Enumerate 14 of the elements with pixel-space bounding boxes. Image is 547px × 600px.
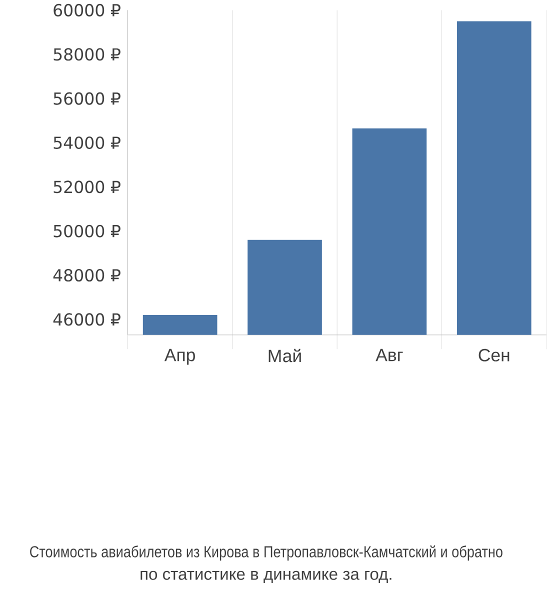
x-tick-label: Май (268, 348, 302, 362)
x-tick-label: Апр (164, 348, 196, 365)
text: Стоимость авиабилетов из Кирова в Петропавловск-Камчатский и обратно (30, 545, 503, 561)
y-tick-label: 48000 ₽ (53, 269, 121, 282)
y-tick-label: 58000 ₽ (54, 48, 121, 61)
y-tick-label: 54000 ₽ (54, 136, 121, 150)
y-tick-label: 60000 ₽ (54, 4, 121, 16)
y-tick-label: 56000 ₽ (54, 92, 121, 105)
y-tick-label: 50000 ₽ (54, 224, 121, 238)
y-tick-label: 46000 ₽ (53, 313, 121, 326)
x-tick-label: Сен (478, 348, 510, 362)
y-tick-label: 52000 ₽ (54, 180, 121, 194)
text: по статистике в динамике за год. (140, 570, 392, 584)
x-tick-label: Авг (376, 348, 403, 362)
